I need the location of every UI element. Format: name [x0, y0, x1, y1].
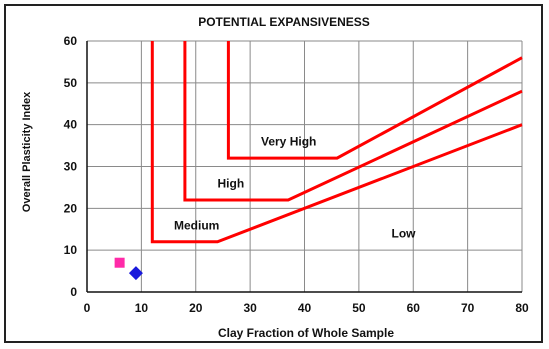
- axes: 0 10 20 30 40 50 60 70 80 0 10 20 30 40 50 60: [64, 34, 529, 315]
- sample-point-diamond: [128, 266, 143, 281]
- zone-boundaries: [150, 41, 523, 244]
- zone-boundary-line: [183, 41, 523, 202]
- zone-label: High: [218, 176, 245, 190]
- x-tick-label: 40: [298, 301, 312, 315]
- y-tick-label: 10: [64, 243, 78, 257]
- chart-title: POTENTIAL EXPANSIVENESS: [198, 15, 370, 29]
- x-axis-label: Clay Fraction of Whole Sample: [218, 326, 394, 340]
- zone-label: Low: [392, 227, 417, 241]
- expansiveness-chart: POTENTIAL EXPANSIVENESS 0 10 20 30 40 50 60 70 8…: [21, 15, 529, 340]
- x-tick-label: 60: [407, 301, 421, 315]
- y-axis-label: Overall Plasticity Index: [21, 91, 33, 212]
- x-tick-label: 30: [243, 301, 257, 315]
- x-tick-label: 0: [84, 301, 91, 315]
- y-tick-label: 50: [64, 76, 78, 90]
- zone-boundary-line: [226, 41, 523, 160]
- x-tick-label: 50: [352, 301, 366, 315]
- y-tick-label: 40: [64, 118, 78, 132]
- y-tick-label: 0: [70, 285, 77, 299]
- zone-label: Medium: [174, 218, 219, 232]
- x-tick-label: 70: [461, 301, 475, 315]
- x-tick-label: 20: [189, 301, 203, 315]
- x-tick-label: 10: [135, 301, 149, 315]
- x-tick-label: 80: [515, 301, 529, 315]
- chart-frame: POTENTIAL EXPANSIVENESS 0 10 20 30 40 50 60 70 8…: [4, 4, 543, 343]
- zone-labels: Very High High Medium Low: [174, 135, 416, 241]
- sample-point-square: [114, 257, 125, 268]
- y-tick-label: 30: [64, 160, 78, 174]
- zone-label: Very High: [261, 135, 316, 149]
- sample-points: [114, 257, 143, 281]
- y-tick-label: 20: [64, 201, 78, 215]
- y-tick-label: 60: [64, 34, 78, 48]
- zone-boundary-line: [150, 41, 523, 244]
